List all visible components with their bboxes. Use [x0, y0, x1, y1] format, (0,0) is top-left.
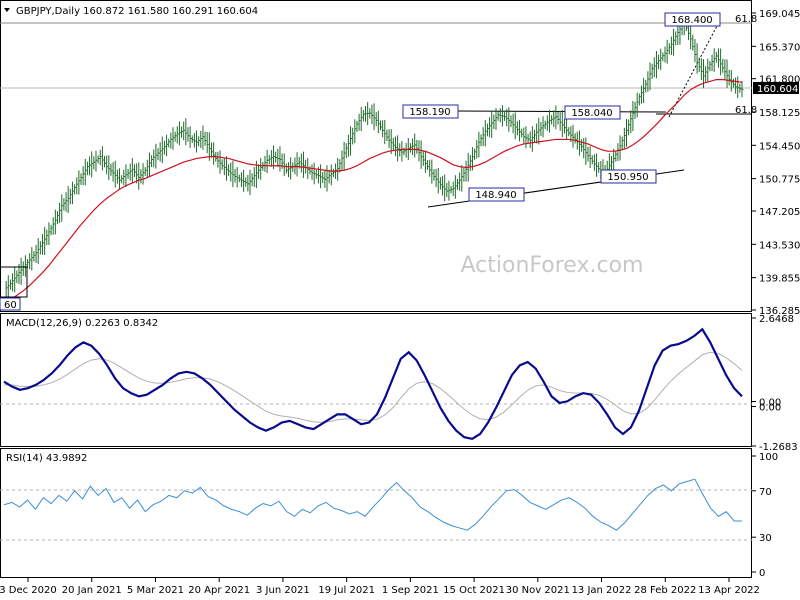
y-tick-label: 30: [759, 533, 772, 544]
y-tick-label: 0.00: [759, 403, 781, 414]
y-tick-label: 139.855: [759, 274, 800, 285]
level-label: 158.040: [571, 108, 612, 119]
x-tick-label: 13 Apr 2022: [698, 585, 760, 596]
level-label: 168.400: [671, 15, 712, 26]
main-header: GBPJPY,Daily 160.872 161.580 160.291 160…: [16, 6, 258, 17]
level-label: 158.190: [409, 107, 450, 118]
fib-label-upper: 61.8: [735, 14, 757, 25]
level-box-148940: 148.940: [468, 187, 525, 202]
watermark: ActionForex.com: [461, 253, 644, 278]
main-panel-frame: [0, 0, 752, 312]
dotted-projection: [668, 23, 719, 118]
rsi-header: RSI(14) 43.9892: [6, 453, 87, 464]
y-tick-label: 150.775: [759, 175, 800, 186]
macd-line: [3, 327, 743, 441]
x-tick-label: 3 Dec 2020: [0, 585, 57, 596]
x-tick-label: 15 Oct 2021: [443, 585, 505, 596]
macd-header: MACD(12,26,9) 0.2263 0.8342: [6, 318, 158, 329]
y-tick-label: 154.450: [759, 141, 800, 152]
last-price-tag: 160.604: [753, 82, 799, 95]
y-tick-label: 100: [759, 452, 778, 463]
y-tick-label: 0.00: [759, 398, 781, 409]
main-y-axis: 169.045 165.370 161.800 158.125 154.450 150.7…: [752, 9, 800, 317]
macd-panel-frame: [0, 313, 752, 447]
y-tick-label: 165.370: [759, 42, 800, 53]
fib-label-lower: 61.8: [735, 105, 757, 116]
x-tick-label: 1 Sep 2021: [382, 585, 439, 596]
y-tick-label: 70: [759, 487, 772, 498]
rsi-line: [3, 478, 743, 531]
y-tick-label: 143.530: [759, 240, 800, 251]
x-tick-label: 28 Feb 2022: [634, 585, 696, 596]
y-tick-label: 158.125: [759, 108, 800, 119]
x-tick-label: 30 Nov 2021: [506, 585, 570, 596]
x-axis: 3 Dec 2020 20 Jan 2021 5 Mar 2021 20 Apr 20…: [0, 578, 760, 596]
macd-y-axis: 2.6468 0.000.00 -1.2683: [752, 314, 798, 453]
dropdown-triangle-icon[interactable]: [4, 8, 10, 12]
y-tick-label: 0: [759, 568, 765, 579]
level-box-158040: 158.040: [564, 105, 621, 120]
x-tick-label: 3 Jun 2021: [256, 585, 310, 596]
rsi-panel-frame: [0, 448, 752, 578]
level-label: 148.940: [475, 190, 516, 201]
macd-signal-line: [4, 351, 743, 423]
y-tick-label: -1.2683: [759, 442, 798, 453]
y-tick-label: 147.205: [759, 207, 800, 218]
x-tick-label: 13 Jan 2022: [572, 585, 632, 596]
x-tick-label: 20 Jan 2021: [62, 585, 122, 596]
left-level-box: 60: [0, 266, 28, 311]
level-box-150950: 150.950: [600, 169, 657, 184]
x-tick-label: 5 Mar 2021: [127, 585, 184, 596]
y-tick-label: 2.6468: [759, 314, 794, 325]
level-box-168400: 168.400: [664, 12, 721, 27]
left-box-label: 60: [4, 300, 17, 311]
y-tick-label: 169.045: [759, 9, 800, 20]
level-label: 150.950: [607, 172, 648, 183]
candle-series: [5, 12, 744, 299]
rsi-y-axis: 100 70 30 0: [752, 452, 778, 579]
x-tick-label: 20 Apr 2021: [188, 585, 250, 596]
y-tick-label: 161.800: [759, 75, 800, 86]
moving-average-line: [3, 78, 743, 305]
y-tick-label: 136.285: [759, 306, 800, 317]
x-tick-label: 19 Jul 2021: [318, 585, 375, 596]
level-box-158190: 158.190: [402, 104, 459, 119]
last-price-label: 160.604: [757, 84, 798, 95]
